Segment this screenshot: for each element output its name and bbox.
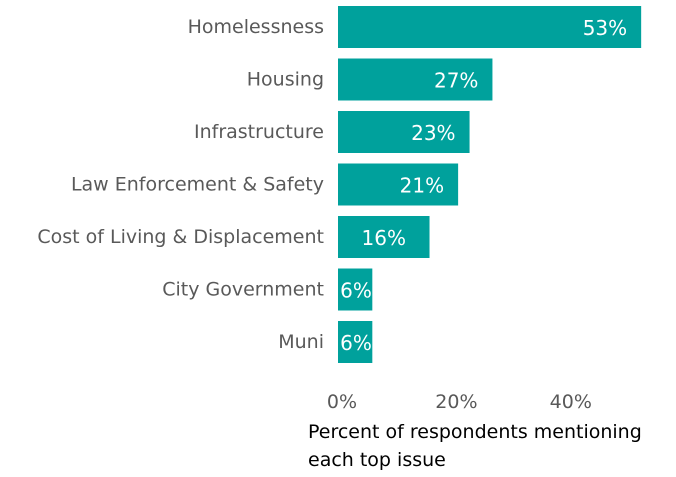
x-tick-label-0: 0% [327,391,357,413]
bar-0 [338,6,642,48]
category-label-0: Homelessness [188,16,324,38]
x-axis-label: Percent of respondents mentioning each t… [308,421,642,471]
value-label-6: 6% [340,331,372,355]
value-labels: 53% 27% 23% 21% 16% 6% 6% [340,16,627,355]
value-label-4: 16% [362,226,406,250]
bar-1 [338,58,493,101]
category-label-5: City Government [162,279,324,301]
category-label-2: Infrastructure [194,121,324,143]
category-label-6: Muni [278,331,324,353]
bar-2 [338,111,470,153]
value-label-1: 27% [434,69,478,93]
value-label-3: 21% [400,174,444,198]
bars-group [338,6,642,363]
category-label-4: Cost of Living & Displacement [37,226,324,248]
category-labels: Homelessness Housing Infrastructure Law Enf… [37,16,324,353]
bar-3 [338,163,459,206]
bar-6 [338,321,373,363]
category-label-1: Housing [247,69,324,91]
value-label-0: 53% [583,16,627,40]
value-label-2: 23% [411,121,455,145]
value-label-5: 6% [340,279,372,303]
category-label-3: Law Enforcement & Safety [71,174,324,196]
x-tick-label-2: 40% [550,391,592,413]
bar-4 [338,216,430,258]
x-tick-labels: 0% 20% 40% [327,391,592,413]
bar-5 [338,268,373,311]
x-tick-label-1: 20% [435,391,477,413]
